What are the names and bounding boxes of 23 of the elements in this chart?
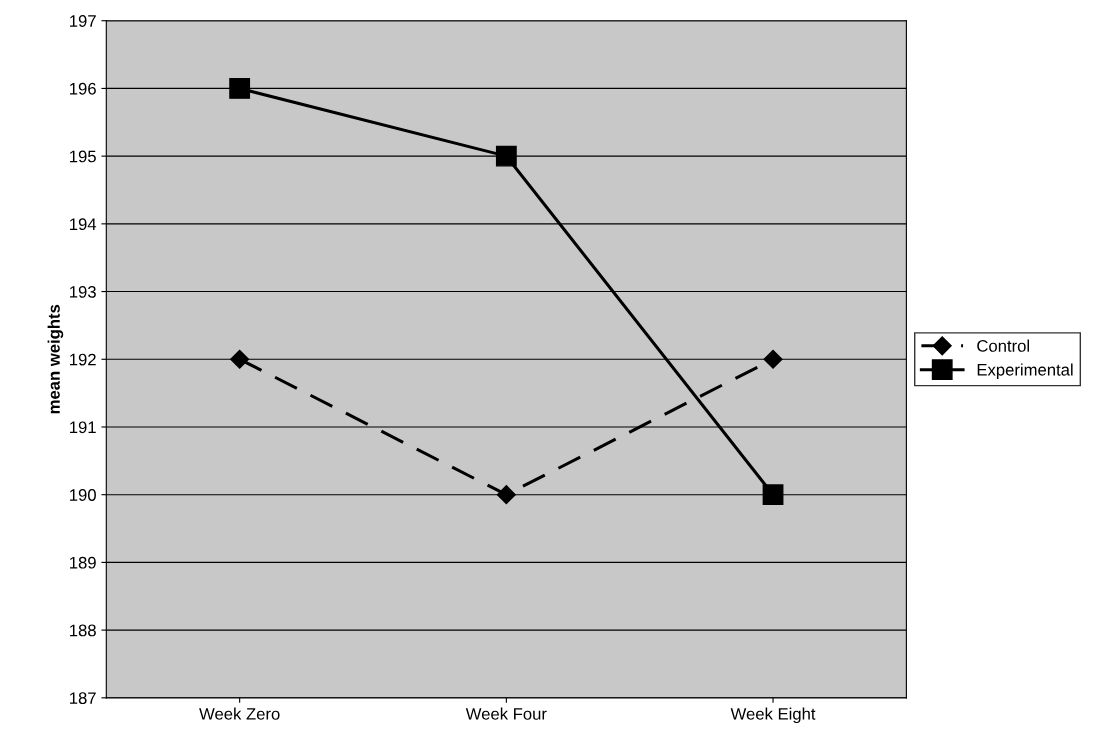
y-tick-label: 193 xyxy=(70,285,96,298)
y-tick-label: 197 xyxy=(70,15,96,27)
point xyxy=(496,485,516,505)
x-tick-label: Week Four xyxy=(465,707,547,720)
y-tick-label: 191 xyxy=(70,421,96,434)
x-tick-label: Week Zero xyxy=(199,707,280,720)
y-tick-label: 195 xyxy=(70,150,96,163)
y-tick-label: 192 xyxy=(70,353,96,366)
y-tick-label: 187 xyxy=(70,692,96,705)
y-axis-title: mean weights xyxy=(47,304,64,414)
y-tick-label: 194 xyxy=(70,218,97,231)
y-tick-label: 190 xyxy=(70,489,96,501)
legend-label: Control xyxy=(977,339,1029,352)
point xyxy=(495,145,517,167)
x-tick-label: Week Eight xyxy=(730,707,816,724)
point xyxy=(762,484,784,506)
legend-label: Experimental xyxy=(977,363,1073,379)
y-tick-label: 188 xyxy=(70,624,96,637)
point xyxy=(230,349,250,369)
point xyxy=(763,349,783,369)
y-tick-label: 196 xyxy=(70,82,96,95)
y-tick-label: 189 xyxy=(70,556,96,569)
point xyxy=(229,78,251,99)
